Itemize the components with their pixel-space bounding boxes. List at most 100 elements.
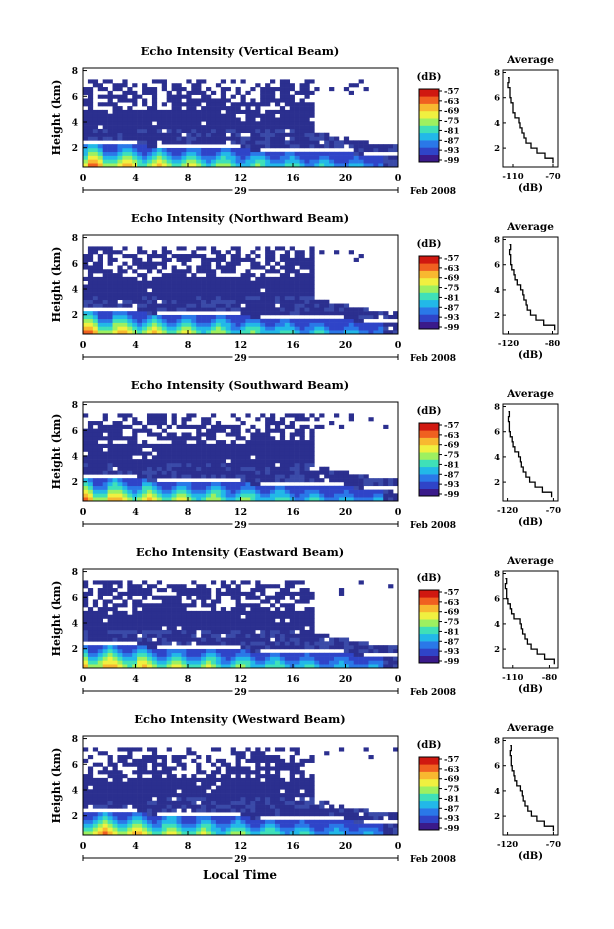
heatmap-cell (210, 622, 217, 627)
heatmap-cell (235, 588, 241, 593)
heatmap-cell (319, 155, 325, 160)
heatmap-cell (255, 580, 261, 585)
heatmap-cell (274, 758, 281, 763)
heatmap-cell (97, 117, 103, 122)
heatmap-cell (304, 443, 310, 448)
heatmap-cell (186, 455, 192, 460)
heatmap-cell (151, 648, 158, 654)
heatmap-cell (142, 626, 148, 631)
heatmap-cell (107, 159, 113, 164)
heatmap-cell (210, 257, 217, 262)
heatmap-cell (299, 660, 305, 665)
heatmap-cell (255, 481, 261, 487)
heatmap-cell (279, 804, 286, 809)
heatmap-cell (161, 295, 167, 301)
heatmap-cell (161, 413, 167, 418)
heatmap-cell (92, 459, 99, 464)
heatmap-cell (309, 485, 315, 490)
heatmap-cell (230, 94, 236, 99)
heatmap-cell (363, 478, 369, 483)
heatmap-cell (151, 159, 158, 164)
heatmap-cell (294, 109, 300, 114)
heatmap-cell (260, 140, 266, 145)
heatmap-cell (122, 109, 128, 114)
heatmap-cell (270, 440, 276, 445)
heatmap-cell (230, 257, 236, 262)
heatmap-cell (122, 151, 128, 156)
heatmap-cell (87, 109, 94, 114)
heatmap-cell (289, 618, 295, 623)
average-profile-line (504, 577, 555, 665)
heatmap-cell (230, 591, 236, 596)
heatmap-cell (260, 656, 266, 661)
heatmap-cell (338, 163, 345, 168)
heatmap-cell (191, 295, 197, 301)
heatmap-cell (240, 485, 246, 490)
heatmap-cell (250, 614, 256, 619)
heatmap-cell (353, 652, 359, 657)
panel-title: Echo Intensity (Northward Beam) (131, 211, 349, 225)
heatmap-cell (304, 311, 310, 316)
heatmap-cell (181, 637, 187, 642)
heatmap-cell (196, 428, 202, 433)
heatmap-cell (117, 424, 123, 429)
heatmap-cell (137, 292, 143, 297)
heatmap-cell (289, 436, 295, 441)
heatmap-cell (87, 660, 94, 665)
heatmap-cell (146, 163, 153, 168)
heatmap-cell (309, 269, 315, 274)
heatmap-cell (250, 330, 256, 335)
heatmap-cell (171, 497, 177, 502)
heatmap-cell (279, 610, 286, 615)
heatmap-cell (132, 485, 138, 490)
heatmap-cell (171, 831, 177, 836)
heatmap-cell (137, 588, 143, 593)
heatmap-cell (161, 299, 167, 304)
heatmap-cell (107, 664, 113, 669)
heatmap-cell (260, 121, 266, 126)
heatmap-cell (146, 466, 153, 471)
heatmap-cell (132, 610, 138, 615)
heatmap-cell (146, 254, 153, 259)
heatmap-cell (97, 660, 103, 665)
heatmap-cell (146, 269, 153, 274)
heatmap-cell (97, 793, 103, 798)
heatmap-cell (230, 497, 236, 502)
heatmap-cell (146, 804, 153, 809)
heatmap-cell (122, 159, 128, 164)
heatmap-cell (151, 466, 158, 471)
heatmap-cell (255, 303, 261, 308)
heatmap-cell (245, 113, 251, 118)
heatmap-cell (210, 648, 217, 654)
heatmap-cell (299, 447, 305, 452)
heatmap-cell (220, 455, 227, 460)
heatmap-cell (299, 163, 305, 168)
colorbar-tick-label: -57 (444, 254, 459, 264)
heatmap-cell (210, 273, 217, 278)
heatmap-cell (255, 265, 261, 270)
heatmap-cell (151, 584, 158, 589)
heatmap-cell (142, 755, 148, 760)
heatmap-cell (334, 144, 340, 149)
heatmap-cell (127, 618, 133, 623)
heatmap-cell (309, 493, 315, 498)
heatmap-cell (161, 831, 167, 836)
heatmap-cell (299, 109, 305, 114)
heatmap-cell (255, 136, 261, 141)
heatmap-cell (343, 664, 350, 669)
heatmap-cell (274, 151, 281, 156)
heatmap-cell (107, 770, 113, 775)
heatmap-cell (383, 645, 389, 650)
heatmap-cell (255, 637, 261, 642)
heatmap-cell (206, 417, 212, 422)
heatmap-cell (289, 106, 295, 111)
heatmap-cell (191, 98, 197, 103)
heatmap-cell (304, 106, 310, 111)
heatmap-cell (181, 629, 187, 635)
heatmap-cell (230, 330, 236, 335)
heatmap-cell (83, 155, 89, 160)
heatmap-cell (161, 485, 167, 490)
heatmap-cell (156, 474, 163, 479)
heatmap-cell (309, 432, 315, 437)
heatmap-cell (181, 800, 187, 805)
